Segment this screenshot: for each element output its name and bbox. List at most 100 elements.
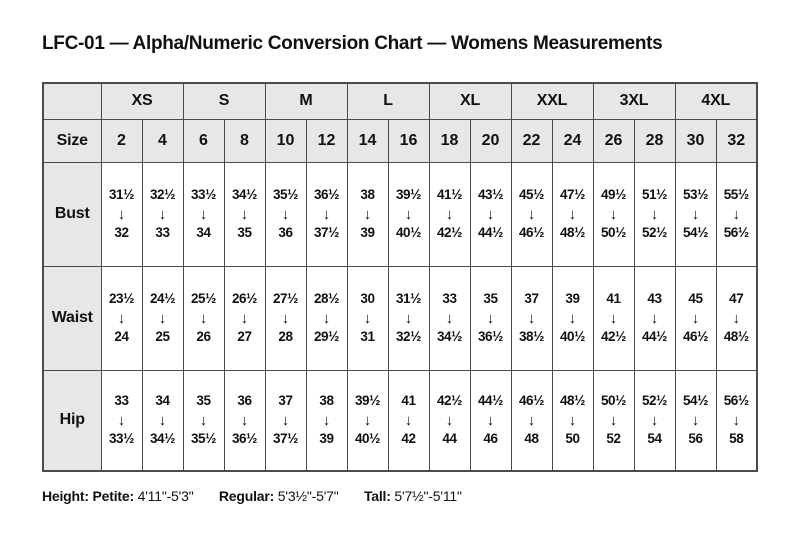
range-from: 24½: [149, 290, 176, 306]
alpha-size-4xl: 4XL: [674, 82, 758, 120]
range-from: 43: [647, 290, 662, 306]
alpha-size-3xl: 3XL: [592, 82, 676, 120]
numeric-size-10: 10: [264, 118, 307, 163]
range-cell: 45½ ↓ 46½: [510, 161, 553, 267]
range-cell: 44½ ↓ 46: [469, 369, 512, 472]
down-arrow-icon: ↓: [363, 411, 372, 429]
height-note: Height: Petite: 4'11"-5'3" Regular: 5'3½…: [42, 488, 462, 504]
range-from: 34½: [231, 186, 258, 202]
regular-range: 5'3½"-5'7": [277, 488, 339, 504]
range-to: 32: [114, 224, 129, 240]
regular-label: Regular:: [218, 488, 275, 504]
range-to: 31: [360, 328, 375, 344]
down-arrow-icon: ↓: [691, 411, 700, 429]
size-row-label: Size: [42, 118, 102, 163]
numeric-size-14: 14: [346, 118, 389, 163]
down-arrow-icon: ↓: [322, 411, 331, 429]
range-cell: 23½ ↓ 24: [100, 265, 143, 371]
range-to: 40½: [354, 430, 381, 446]
row-label-bust: Bust: [42, 161, 102, 267]
down-arrow-icon: ↓: [404, 411, 413, 429]
range-from: 44½: [477, 392, 504, 408]
range-cell: 46½ ↓ 48: [510, 369, 553, 472]
range-cell: 36 ↓ 36½: [223, 369, 266, 472]
range-from: 32½: [149, 186, 176, 202]
down-arrow-icon: ↓: [609, 309, 618, 327]
range-from: 31½: [395, 290, 422, 306]
range-from: 53½: [682, 186, 709, 202]
range-from: 49½: [600, 186, 627, 202]
range-cell: 39 ↓ 40½: [551, 265, 594, 371]
numeric-size-16: 16: [387, 118, 430, 163]
range-from: 50½: [600, 392, 627, 408]
down-arrow-icon: ↓: [527, 411, 536, 429]
measurement-row-hip: Hip 33 ↓ 33½ 34 ↓ 34½ 35 ↓ 35½ 36 ↓ 36½ 37 ↓ 37½ 38 ↓ 39 39…: [42, 369, 758, 472]
range-from: 28½: [313, 290, 340, 306]
range-to: 38½: [518, 328, 545, 344]
alpha-size-xxl: XXL: [510, 82, 594, 120]
tall-range: 5'7½"-5'11": [394, 488, 462, 504]
range-to: 39: [319, 430, 334, 446]
range-cell: 38 ↓ 39: [305, 369, 348, 472]
range-from: 41: [606, 290, 621, 306]
numeric-size-row: Size 2 4 6 8 10 12 14 16 18 20 22 24 26 28 30 32: [42, 118, 758, 163]
row-label-hip: Hip: [42, 369, 102, 472]
range-to: 44: [442, 430, 457, 446]
range-to: 33½: [108, 430, 135, 446]
numeric-size-12: 12: [305, 118, 348, 163]
range-cell: 54½ ↓ 56: [674, 369, 717, 472]
range-from: 27½: [272, 290, 299, 306]
range-to: 37½: [313, 224, 340, 240]
down-arrow-icon: ↓: [199, 205, 208, 223]
range-from: 41½: [436, 186, 463, 202]
range-cell: 33 ↓ 34½: [428, 265, 471, 371]
range-from: 34: [155, 392, 170, 408]
height-label: Height:: [42, 488, 89, 504]
range-from: 52½: [641, 392, 668, 408]
down-arrow-icon: ↓: [404, 205, 413, 223]
range-cell: 35½ ↓ 36: [264, 161, 307, 267]
range-to: 36½: [477, 328, 504, 344]
down-arrow-icon: ↓: [650, 411, 659, 429]
range-from: 35½: [272, 186, 299, 202]
range-to: 37½: [272, 430, 299, 446]
numeric-size-2: 2: [100, 118, 143, 163]
numeric-size-20: 20: [469, 118, 512, 163]
down-arrow-icon: ↓: [732, 411, 741, 429]
range-from: 36½: [313, 186, 340, 202]
down-arrow-icon: ↓: [240, 411, 249, 429]
range-to: 25: [155, 328, 170, 344]
down-arrow-icon: ↓: [117, 411, 126, 429]
numeric-size-6: 6: [182, 118, 225, 163]
alpha-size-l: L: [346, 82, 430, 120]
down-arrow-icon: ↓: [158, 411, 167, 429]
range-to: 28: [278, 328, 293, 344]
numeric-size-28: 28: [633, 118, 676, 163]
down-arrow-icon: ↓: [117, 309, 126, 327]
numeric-size-30: 30: [674, 118, 717, 163]
range-to: 58: [729, 430, 744, 446]
range-to: 42: [401, 430, 416, 446]
range-cell: 27½ ↓ 28: [264, 265, 307, 371]
down-arrow-icon: ↓: [527, 309, 536, 327]
range-from: 48½: [559, 392, 586, 408]
range-to: 39: [360, 224, 375, 240]
range-from: 45: [688, 290, 703, 306]
petite-range: 4'11"-5'3": [137, 488, 194, 504]
range-from: 36: [237, 392, 252, 408]
down-arrow-icon: ↓: [486, 205, 495, 223]
range-to: 46½: [682, 328, 709, 344]
range-from: 39½: [354, 392, 381, 408]
down-arrow-icon: ↓: [445, 411, 454, 429]
down-arrow-icon: ↓: [158, 205, 167, 223]
numeric-size-4: 4: [141, 118, 184, 163]
down-arrow-icon: ↓: [281, 309, 290, 327]
corner-cell: [42, 82, 102, 120]
down-arrow-icon: ↓: [691, 309, 700, 327]
range-to: 33: [155, 224, 170, 240]
numeric-size-24: 24: [551, 118, 594, 163]
alpha-size-xs: XS: [100, 82, 184, 120]
alpha-size-row: XS S M L XL XXL 3XL 4XL: [42, 82, 758, 120]
range-cell: 41½ ↓ 42½: [428, 161, 471, 267]
range-to: 54: [647, 430, 662, 446]
